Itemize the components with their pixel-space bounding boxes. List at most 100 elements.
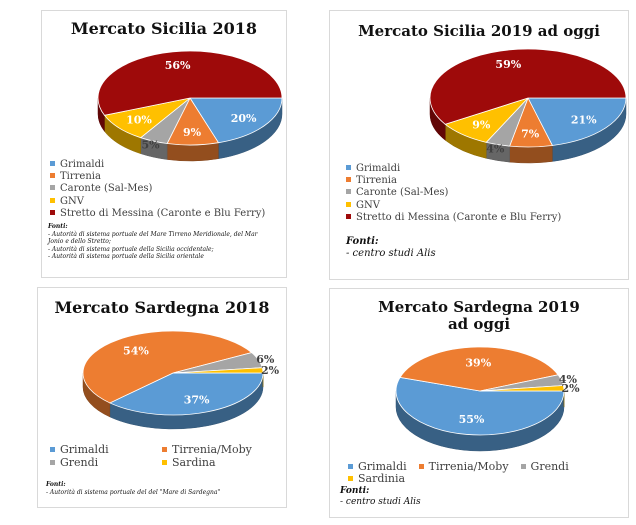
legend-label: Tirrenia/Moby xyxy=(172,443,252,456)
legend-item: GNV xyxy=(346,200,624,212)
legend-swatch xyxy=(50,185,55,191)
legend-label: Tirrenia/Moby xyxy=(428,460,509,473)
legend-label: Grimaldi xyxy=(356,163,401,174)
pie-chart: 20% 9% 5% 10% 56% xyxy=(97,50,283,162)
legend-item: Tirrenia xyxy=(346,175,624,187)
legend: Grimaldi Tirrenia Caronte (Sal-Mes) GNV Stre… xyxy=(50,159,282,220)
legend-swatch xyxy=(50,161,55,166)
legend-swatch xyxy=(520,464,526,469)
legend-label: Tirrenia xyxy=(60,171,101,183)
sources-title: Fonti: xyxy=(46,481,66,488)
pie-top xyxy=(82,330,264,416)
pie-slice-grimaldi xyxy=(527,97,627,146)
pie-slice-grimaldi xyxy=(189,97,283,144)
data-label: 55% xyxy=(459,413,485,426)
legend-label: Sardina xyxy=(172,456,216,469)
legend-swatch xyxy=(348,476,353,482)
source-line: - Autorità di sistema portuale della Sic… xyxy=(48,245,214,253)
sources-note: Fonti: - Autorità di sistema portuale del… xyxy=(48,223,284,261)
legend-label: GNV xyxy=(356,199,380,211)
source-line: - centro studi Alis xyxy=(346,248,436,259)
pie-chart: 55% 39% 4%2% xyxy=(395,346,580,452)
legend-item: Sardina xyxy=(162,456,282,469)
legend-swatch xyxy=(346,201,351,207)
source-line: Jonio e dello Stretto; xyxy=(48,238,111,246)
legend-item: Tirrenia/Moby xyxy=(162,443,282,456)
chart-panel-sicilia-2018: Mercato Sicilia 2018 20% 9% 5% 10% 56% Grima… xyxy=(41,10,287,278)
data-label: 2% xyxy=(261,364,280,377)
chart-title: Mercato Sicilia 2019 ad oggi xyxy=(358,22,600,40)
data-label: 54% xyxy=(123,344,149,357)
legend-swatch xyxy=(50,209,55,215)
legend-swatch xyxy=(346,189,351,195)
data-label: 37% xyxy=(184,393,210,406)
data-label: 4% xyxy=(486,142,505,155)
source-line: - Autorità di sistema portuale del del "… xyxy=(46,488,221,496)
legend-swatch xyxy=(162,447,167,452)
legend-label: GNV xyxy=(60,195,84,207)
data-label: 9% xyxy=(183,126,202,139)
legend-item: Sardinia xyxy=(348,473,405,485)
legend: Grimaldi Tirrenia/Moby Grendi Sardina xyxy=(50,443,282,469)
legend-item: Grimaldi xyxy=(50,159,282,171)
legend-label: Grimaldi xyxy=(60,159,105,170)
sources-note: Fonti: - Autorità di sistema portuale del… xyxy=(46,481,282,496)
legend-label: Grimaldi xyxy=(358,460,407,473)
sources-title: Fonti: xyxy=(48,223,68,230)
legend-item: Grimaldi xyxy=(50,443,162,456)
legend-item: GNV xyxy=(50,196,282,208)
data-label: 4% xyxy=(559,373,578,386)
legend-item: Stretto di Messina (Caronte e Blu Ferry) xyxy=(346,212,624,224)
data-label: 59% xyxy=(495,58,521,71)
legend-swatch xyxy=(50,173,55,179)
data-label: 56% xyxy=(165,59,191,72)
legend: Grimaldi Tirrenia/Moby Grendi Sardinia xyxy=(348,460,626,485)
chart-panel-sardegna-2018: Mercato Sardegna 2018 37% 54% 6% 2% Grimald… xyxy=(37,287,287,508)
legend-swatch xyxy=(418,464,424,469)
pie-top xyxy=(97,50,283,146)
pie-slice-stretto-di-messina-caronte-e-blu-ferry xyxy=(97,50,283,116)
sources-title: Fonti: xyxy=(346,236,379,247)
sources-title: Fonti: xyxy=(340,486,370,496)
legend-label: Stretto di Messina (Caronte e Blu Ferry) xyxy=(356,211,562,223)
data-label: 6% xyxy=(256,353,275,366)
data-label: 39% xyxy=(465,356,491,369)
data-label: 2% xyxy=(561,382,580,395)
pie-slice-sardinia xyxy=(479,385,565,392)
chart-panel-sicilia-2019: Mercato Sicilia 2019 ad oggi 21% 7% 4% 9% 59… xyxy=(329,10,629,280)
legend-swatch xyxy=(346,177,351,183)
legend-item: Stretto di Messina (Caronte e Blu Ferry) xyxy=(50,208,282,220)
pie-slice-tirrenia-moby xyxy=(399,346,559,392)
sources-note: Fonti: - centro studi Alis xyxy=(340,486,421,508)
legend-swatch xyxy=(346,165,351,170)
legend-item: Tirrenia xyxy=(50,171,282,183)
legend-swatch xyxy=(162,460,167,465)
pie-slice-tirrenia-moby xyxy=(82,330,253,404)
legend-label: Stretto di Messina (Caronte e Blu Ferry) xyxy=(60,207,266,219)
legend-item: Grimaldi xyxy=(346,163,624,175)
pie-chart: 37% 54% 6%2% xyxy=(82,330,280,430)
data-label: 21% xyxy=(571,114,597,127)
sources-note: Fonti: - centro studi Alis xyxy=(346,236,436,260)
data-label: 5% xyxy=(141,139,160,152)
legend-item: Tirrenia/Moby xyxy=(418,460,509,473)
pie-sides xyxy=(429,97,627,164)
legend-swatch xyxy=(346,213,351,219)
legend-label: Grendi xyxy=(530,460,569,473)
pie-slice-grimaldi xyxy=(395,376,565,436)
pie-slice-sardina xyxy=(172,367,264,374)
legend-label: Sardinia xyxy=(358,472,406,486)
data-label: 10% xyxy=(126,114,152,127)
legend-item: Grimaldi xyxy=(348,460,407,473)
legend-label: Grendi xyxy=(60,456,99,469)
chart-panel-sardegna-2019: Mercato Sardegna 2019 ad oggi 55% 39% 4% 2%… xyxy=(329,288,629,518)
pie-top xyxy=(395,346,565,436)
data-label: 20% xyxy=(231,112,257,125)
pie-slice-stretto-di-messina-caronte-e-blu-ferry xyxy=(429,48,627,125)
pie-top xyxy=(429,48,627,148)
source-line: - centro studi Alis xyxy=(340,497,421,507)
legend-swatch xyxy=(348,464,353,469)
legend-item: Grendi xyxy=(50,456,162,469)
data-label: 7% xyxy=(521,127,540,140)
legend-item: Caronte (Sal-Mes) xyxy=(346,187,624,199)
